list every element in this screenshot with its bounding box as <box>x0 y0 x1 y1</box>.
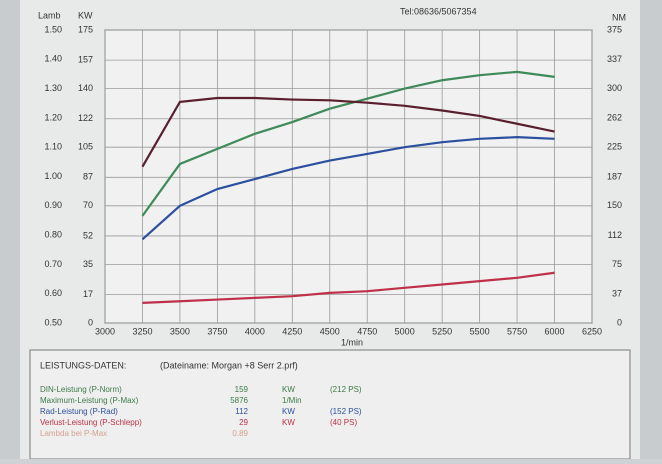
x-tick-label: 5750 <box>507 326 527 336</box>
y-tick-label: 175 <box>78 24 93 34</box>
y-tick-label: 87 <box>83 172 93 182</box>
lambda-tick-label: 1.30 <box>44 83 62 93</box>
x-tick-label: 6250 <box>582 326 602 336</box>
x-tick-label: 3250 <box>132 326 152 336</box>
y-tick-label: 52 <box>83 230 93 240</box>
lambda-tick-label: 1.50 <box>44 24 62 34</box>
x-tick-label: 5500 <box>470 326 490 336</box>
x-tick-label: 5250 <box>432 326 452 336</box>
y2-tick-label: 225 <box>607 142 622 152</box>
x-tick-label: 3000 <box>95 326 115 336</box>
x-tick-label: 4500 <box>320 326 340 336</box>
y-tick-label: 105 <box>78 142 93 152</box>
y2-tick-label: 375 <box>607 24 622 34</box>
y-label: KW <box>78 10 93 20</box>
x-tick-label: 4750 <box>357 326 377 336</box>
footer-cell: 1/Min <box>282 396 302 405</box>
footer-cell: KW <box>282 407 295 416</box>
lambda-tick-label: 0.80 <box>44 229 62 239</box>
lambda-tick-label: 0.60 <box>44 288 62 298</box>
x-tick-label: 4250 <box>282 326 302 336</box>
y-tick-label: 122 <box>78 113 93 123</box>
plot-area <box>105 30 592 323</box>
lambda-tick-label: 1.40 <box>44 54 62 64</box>
y2-tick-label: 150 <box>607 200 622 210</box>
header: Tel:08636/5067354 <box>400 6 477 16</box>
x-tick-label: 3750 <box>207 326 227 336</box>
footer-cell: KW <box>282 385 295 394</box>
lambda-label: Lamb <box>38 10 61 20</box>
x-tick-label: 5000 <box>395 326 415 336</box>
y-tick-label: 157 <box>78 55 93 65</box>
y2-tick-label: 300 <box>607 83 622 93</box>
footer-filename: (Dateiname: Morgan +8 Serr 2.prf) <box>160 360 298 370</box>
y2-tick-label: 75 <box>612 259 622 269</box>
lambda-tick-label: 1.20 <box>44 112 62 122</box>
x-label: 1/min <box>341 337 363 347</box>
footer-cell: Lambda bei P-Max <box>40 429 107 438</box>
y2-tick-label: 0 <box>617 317 622 327</box>
footer-cell: (212 PS) <box>330 385 362 394</box>
y2-tick-label: 37 <box>612 288 622 298</box>
footer-cell: (152 PS) <box>330 407 362 416</box>
x-tick-label: 6000 <box>545 326 565 336</box>
footer-heading: LEISTUNGS-DATEN: <box>40 360 126 370</box>
y2-label: NM <box>612 12 626 22</box>
y-tick-label: 35 <box>83 259 93 269</box>
y2-tick-label: 187 <box>607 171 622 181</box>
footer-cell: 0.89 <box>232 429 248 438</box>
footer-cell: KW <box>282 418 295 427</box>
lambda-tick-label: 0.50 <box>44 317 62 327</box>
y-tick-label: 70 <box>83 200 93 210</box>
footer-cell: Verlust-Leistung (P-Schlepp) <box>40 418 142 427</box>
footer-cell: 112 <box>235 407 248 416</box>
footer-cell: 29 <box>239 418 248 427</box>
y-tick-label: 140 <box>78 83 93 93</box>
y-tick-label: 17 <box>83 289 93 299</box>
chart: Tel:08636/5067354 Lamb KW NM 1/min LEIST… <box>0 0 662 459</box>
y2-tick-label: 262 <box>607 113 622 123</box>
y-tick-label: 0 <box>88 317 93 327</box>
footer-cell: 159 <box>235 385 249 394</box>
lambda-tick-label: 0.90 <box>44 200 62 210</box>
footer-cell: Maximum-Leistung (P-Max) <box>40 396 139 405</box>
footer-cell: (40 PS) <box>330 418 357 427</box>
x-tick-label: 4000 <box>245 326 265 336</box>
footer-cell: DIN-Leistung (P-Norm) <box>40 385 122 394</box>
lambda-tick-label: 1.10 <box>44 142 62 152</box>
x-tick-label: 3500 <box>170 326 190 336</box>
lambda-tick-label: 1.00 <box>44 171 62 181</box>
lambda-tick-label: 0.70 <box>44 259 62 269</box>
footer-cell: Rad-Leistung (P-Rad) <box>40 407 118 416</box>
footer-cell: 5876 <box>230 396 248 405</box>
y2-tick-label: 112 <box>608 230 622 240</box>
y2-tick-label: 337 <box>607 54 622 64</box>
